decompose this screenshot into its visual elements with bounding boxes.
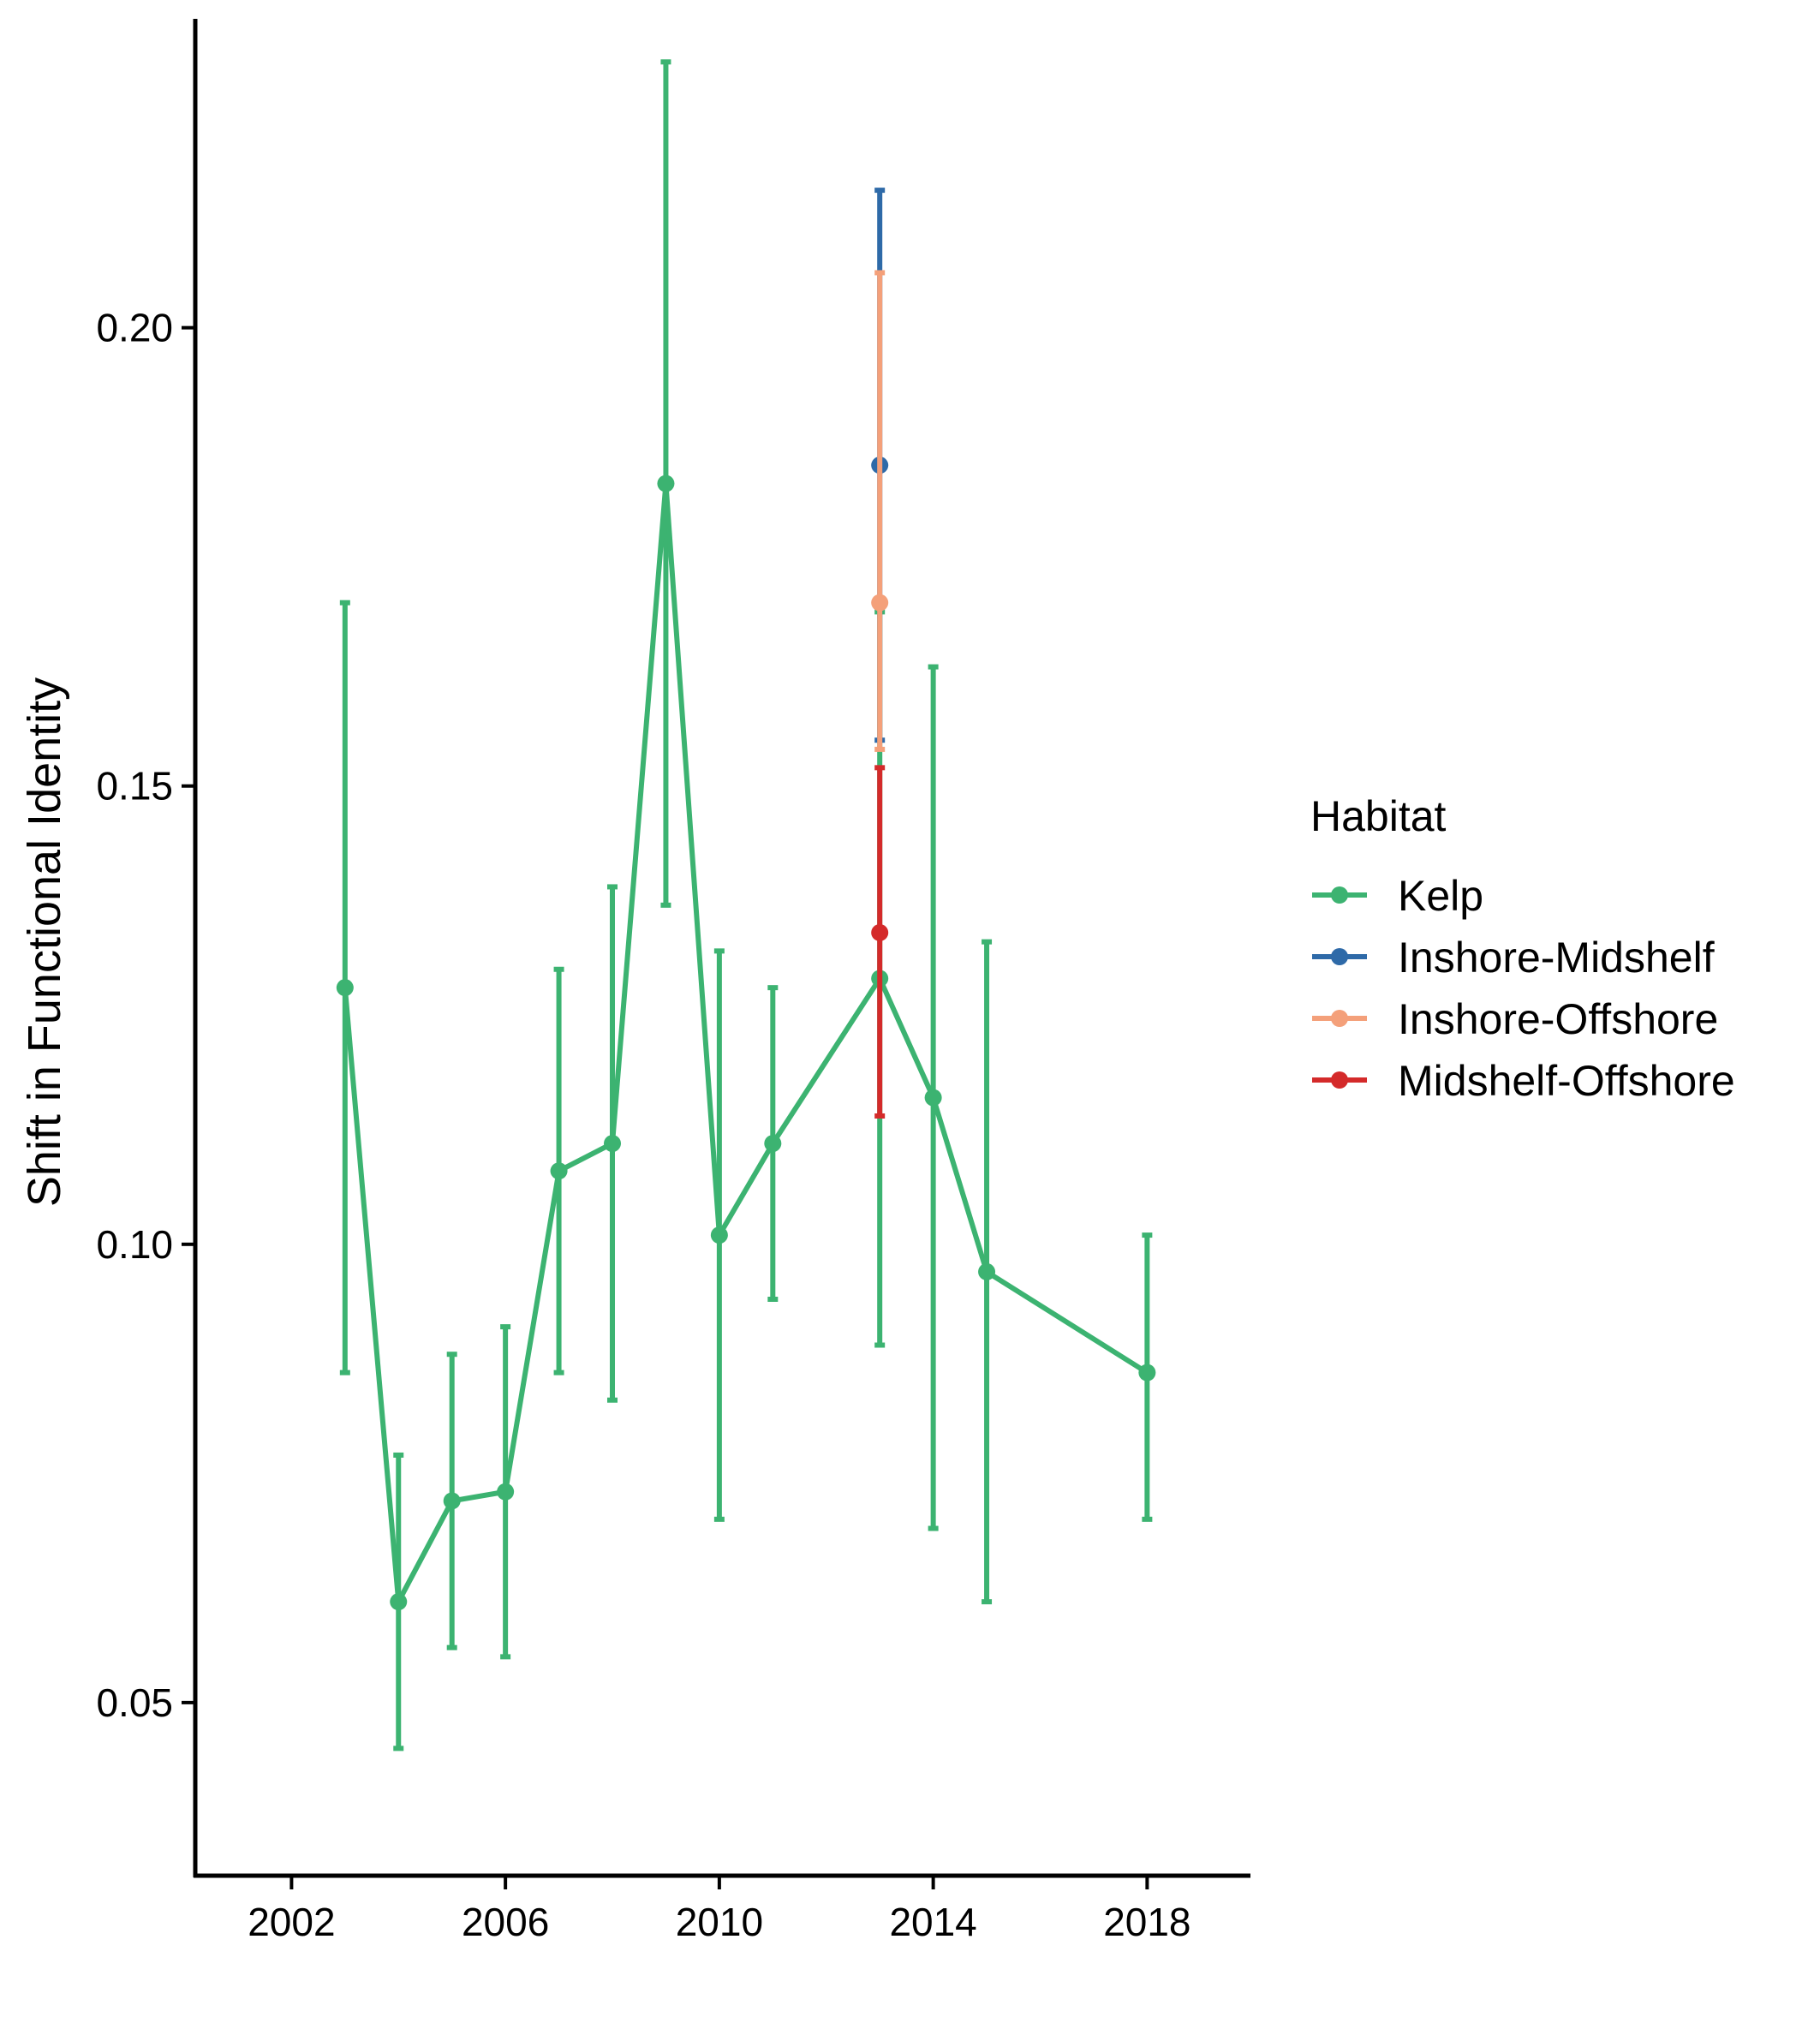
legend: Habitat Kelp Inshore-Midshelf Inshore-Offs… (1310, 792, 1735, 1105)
y-tick-label: 0.10 (96, 1222, 173, 1267)
x-ticks: 2002 2006 2010 2014 2018 (248, 1876, 1191, 1944)
data-point (871, 923, 889, 941)
data-point (336, 979, 354, 997)
legend-label: Midshelf-Offshore (1398, 1057, 1735, 1105)
legend-label: Inshore-Offshore (1398, 995, 1718, 1043)
x-tick-label: 2002 (248, 1900, 335, 1944)
legend-item-inshore-midshelf: Inshore-Midshelf (1312, 934, 1715, 982)
legend-item-inshore-offshore: Inshore-Offshore (1312, 995, 1718, 1043)
series-inshore-offshore (871, 270, 889, 752)
data-point (978, 1262, 996, 1280)
legend-title: Habitat (1310, 792, 1447, 840)
data-point (497, 1483, 515, 1501)
x-tick-label: 2010 (676, 1900, 763, 1944)
x-tick-label: 2018 (1103, 1900, 1190, 1944)
plot-area (336, 59, 1156, 1751)
data-point (764, 1135, 782, 1153)
x-tick-label: 2006 (462, 1900, 549, 1944)
legend-label: Kelp (1398, 872, 1483, 920)
data-point (604, 1135, 622, 1153)
series-kelp (336, 59, 1156, 1751)
data-point (550, 1162, 568, 1180)
legend-item-midshelf-offshore: Midshelf-Offshore (1312, 1057, 1735, 1105)
y-tick-label: 0.15 (96, 764, 173, 809)
legend-item-kelp: Kelp (1312, 872, 1483, 920)
legend-key-marker (1331, 948, 1348, 965)
data-point (924, 1089, 942, 1107)
legend-key-marker (1331, 1071, 1348, 1089)
legend-key-marker (1331, 1010, 1348, 1027)
data-point (871, 594, 889, 612)
legend-label: Inshore-Midshelf (1398, 934, 1715, 982)
y-tick-label: 0.05 (96, 1680, 173, 1725)
data-point (443, 1492, 461, 1510)
legend-key-marker (1331, 886, 1348, 904)
series-midshelf-offshore (871, 765, 889, 1119)
x-tick-label: 2014 (889, 1900, 976, 1944)
data-point (657, 474, 675, 492)
y-axis-title: Shift in Functional Identity (19, 677, 70, 1207)
data-point (390, 1593, 408, 1611)
y-tick-label: 0.20 (96, 306, 173, 350)
data-point (710, 1226, 728, 1244)
data-point (1138, 1364, 1156, 1381)
y-ticks: 0.05 0.10 0.15 0.20 (96, 306, 195, 1725)
